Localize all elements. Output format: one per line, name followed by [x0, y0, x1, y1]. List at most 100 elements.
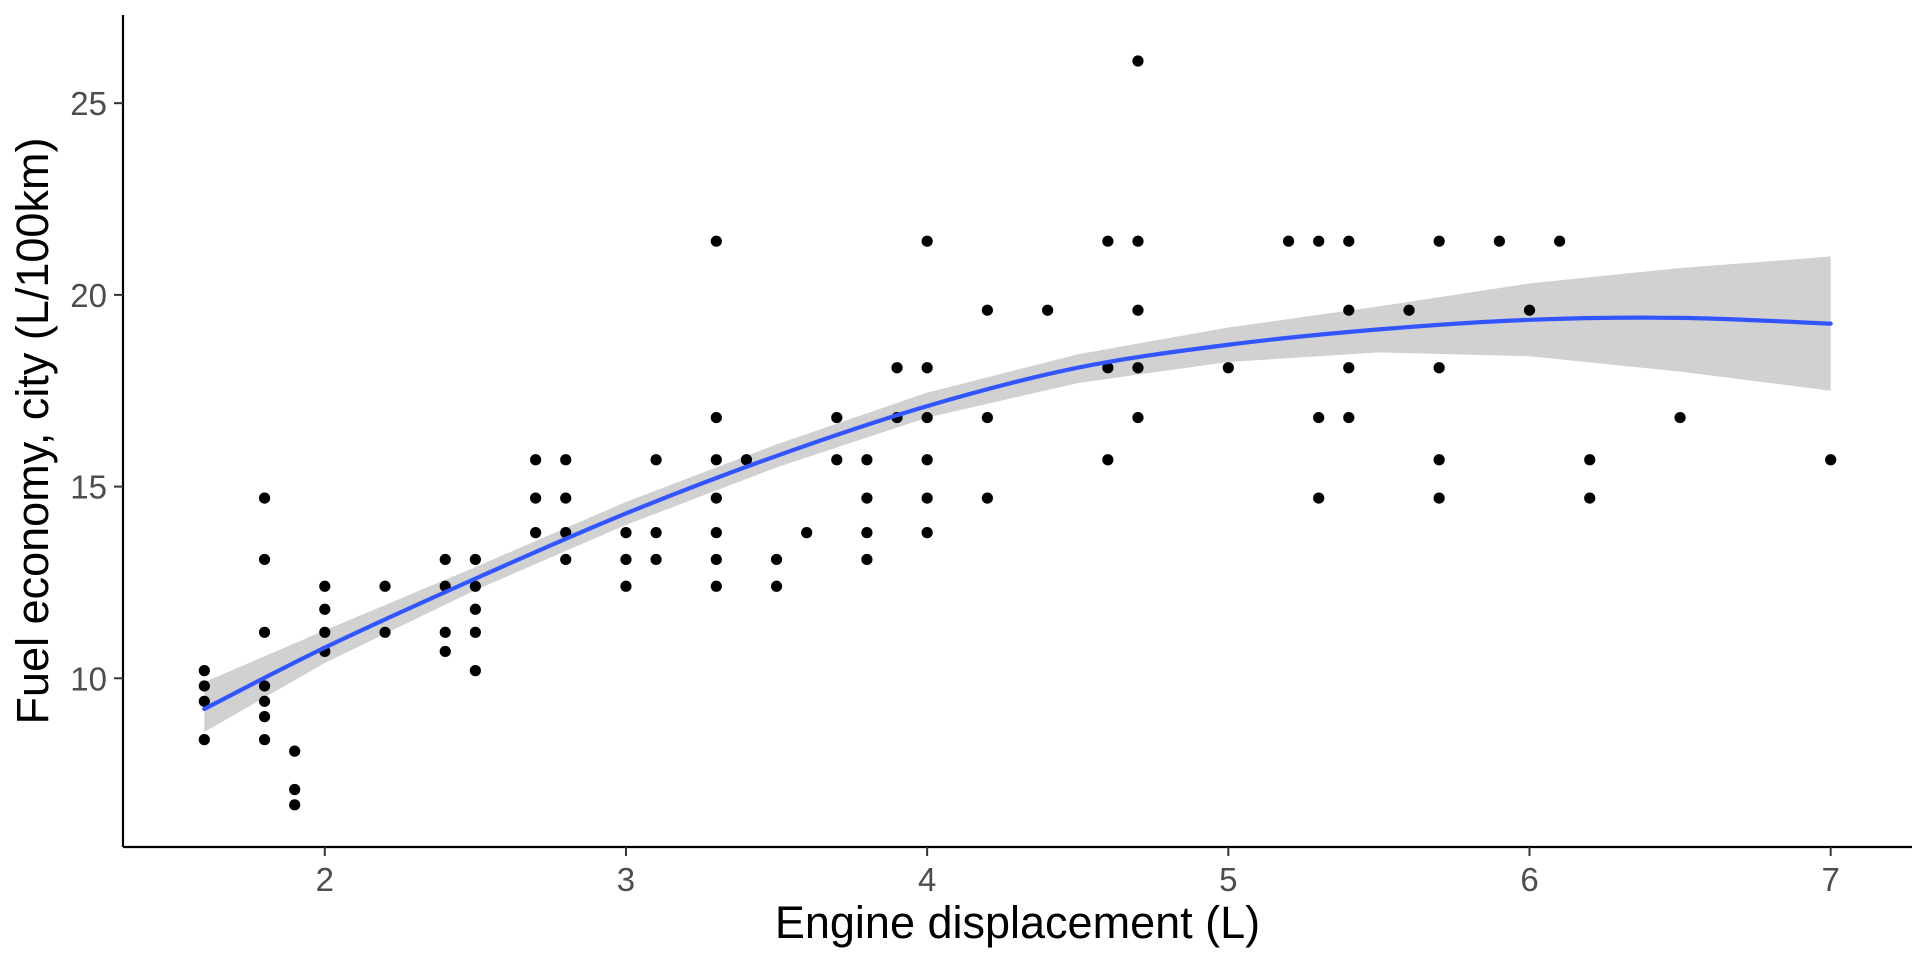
data-point — [530, 527, 542, 539]
y-tick-label: 10 — [70, 660, 107, 697]
data-point — [469, 665, 481, 677]
data-point — [1132, 235, 1144, 247]
data-point — [981, 492, 993, 504]
data-point — [710, 527, 722, 539]
data-point — [560, 553, 572, 566]
y-tick-label: 20 — [70, 277, 107, 314]
data-point — [921, 235, 933, 247]
data-point — [289, 799, 301, 811]
data-point — [258, 553, 271, 566]
data-point — [1343, 362, 1355, 374]
data-point — [891, 362, 903, 374]
data-point — [981, 304, 993, 316]
data-point — [921, 492, 933, 504]
data-point — [258, 695, 271, 707]
data-point — [740, 454, 753, 466]
fit-line-layer — [202, 315, 1833, 712]
y-ticks: 10 15 20 25 — [70, 85, 123, 697]
x-axis-title: Engine displacement (L) — [775, 897, 1260, 948]
y-tick-label: 25 — [70, 85, 107, 122]
data-point — [379, 580, 391, 592]
data-point — [770, 580, 783, 592]
data-point — [198, 665, 210, 677]
data-point — [379, 626, 391, 638]
data-point — [710, 553, 722, 566]
data-point — [861, 492, 873, 504]
data-point — [258, 626, 271, 638]
data-point — [801, 527, 813, 539]
y-axis-title: Fuel economy, city (L/100km) — [7, 138, 58, 725]
x-tick-label: 5 — [1219, 861, 1237, 898]
data-point — [530, 492, 542, 504]
data-point — [1584, 454, 1596, 466]
points-layer — [198, 55, 1837, 811]
data-point — [1132, 55, 1144, 67]
data-point — [258, 680, 271, 692]
data-point — [198, 695, 210, 707]
data-point — [1222, 362, 1234, 374]
data-point — [289, 745, 301, 757]
data-point — [1433, 235, 1445, 247]
data-point — [439, 553, 451, 566]
data-point — [650, 553, 662, 566]
data-point — [710, 411, 722, 424]
data-point — [198, 680, 210, 692]
data-point — [1343, 304, 1355, 316]
fit-line — [202, 315, 1833, 712]
x-tick-label: 2 — [316, 861, 334, 898]
data-point — [1493, 235, 1505, 247]
confidence-band-layer — [204, 256, 1831, 732]
data-point — [1554, 235, 1566, 247]
data-point — [1102, 235, 1114, 247]
data-point — [1313, 492, 1325, 504]
data-point — [469, 553, 481, 566]
data-point — [1433, 492, 1445, 504]
x-tick-label: 6 — [1520, 861, 1538, 898]
data-point — [560, 492, 572, 504]
data-point — [198, 734, 210, 746]
x-tick-label: 3 — [617, 861, 635, 898]
data-point — [1674, 411, 1686, 424]
data-point — [319, 626, 331, 638]
x-tick-label: 4 — [918, 861, 936, 898]
data-point — [921, 362, 933, 374]
data-point — [1132, 362, 1144, 374]
data-point — [921, 527, 933, 539]
data-point — [469, 580, 481, 592]
data-point — [1313, 235, 1325, 247]
data-point — [258, 492, 271, 504]
data-point — [921, 454, 933, 466]
data-point — [650, 527, 662, 539]
data-point — [921, 411, 933, 424]
data-point — [469, 603, 481, 615]
data-point — [831, 411, 843, 424]
data-point — [831, 454, 843, 466]
data-point — [770, 553, 783, 566]
data-point — [1523, 304, 1536, 316]
data-point — [1433, 454, 1445, 466]
data-point — [1102, 454, 1114, 466]
data-point — [1433, 362, 1445, 374]
x-ticks: 2 3 4 5 6 7 — [316, 847, 1840, 898]
confidence-band — [204, 256, 1831, 732]
data-point — [289, 783, 301, 796]
data-point — [1343, 411, 1355, 424]
data-point — [439, 626, 451, 638]
data-point — [710, 580, 722, 592]
data-point — [439, 645, 451, 658]
data-point — [1343, 235, 1355, 247]
data-point — [650, 454, 662, 466]
data-point — [861, 553, 873, 566]
data-point — [258, 711, 271, 723]
data-point — [861, 454, 873, 466]
data-point — [1132, 304, 1144, 316]
data-point — [1042, 304, 1054, 316]
data-point — [620, 553, 632, 566]
data-point — [620, 580, 632, 592]
data-point — [620, 527, 632, 539]
data-point — [560, 454, 572, 466]
data-point — [981, 411, 993, 424]
data-point — [861, 527, 873, 539]
data-point — [1132, 411, 1144, 424]
